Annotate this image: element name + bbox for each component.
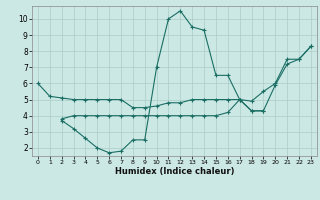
X-axis label: Humidex (Indice chaleur): Humidex (Indice chaleur) xyxy=(115,167,234,176)
